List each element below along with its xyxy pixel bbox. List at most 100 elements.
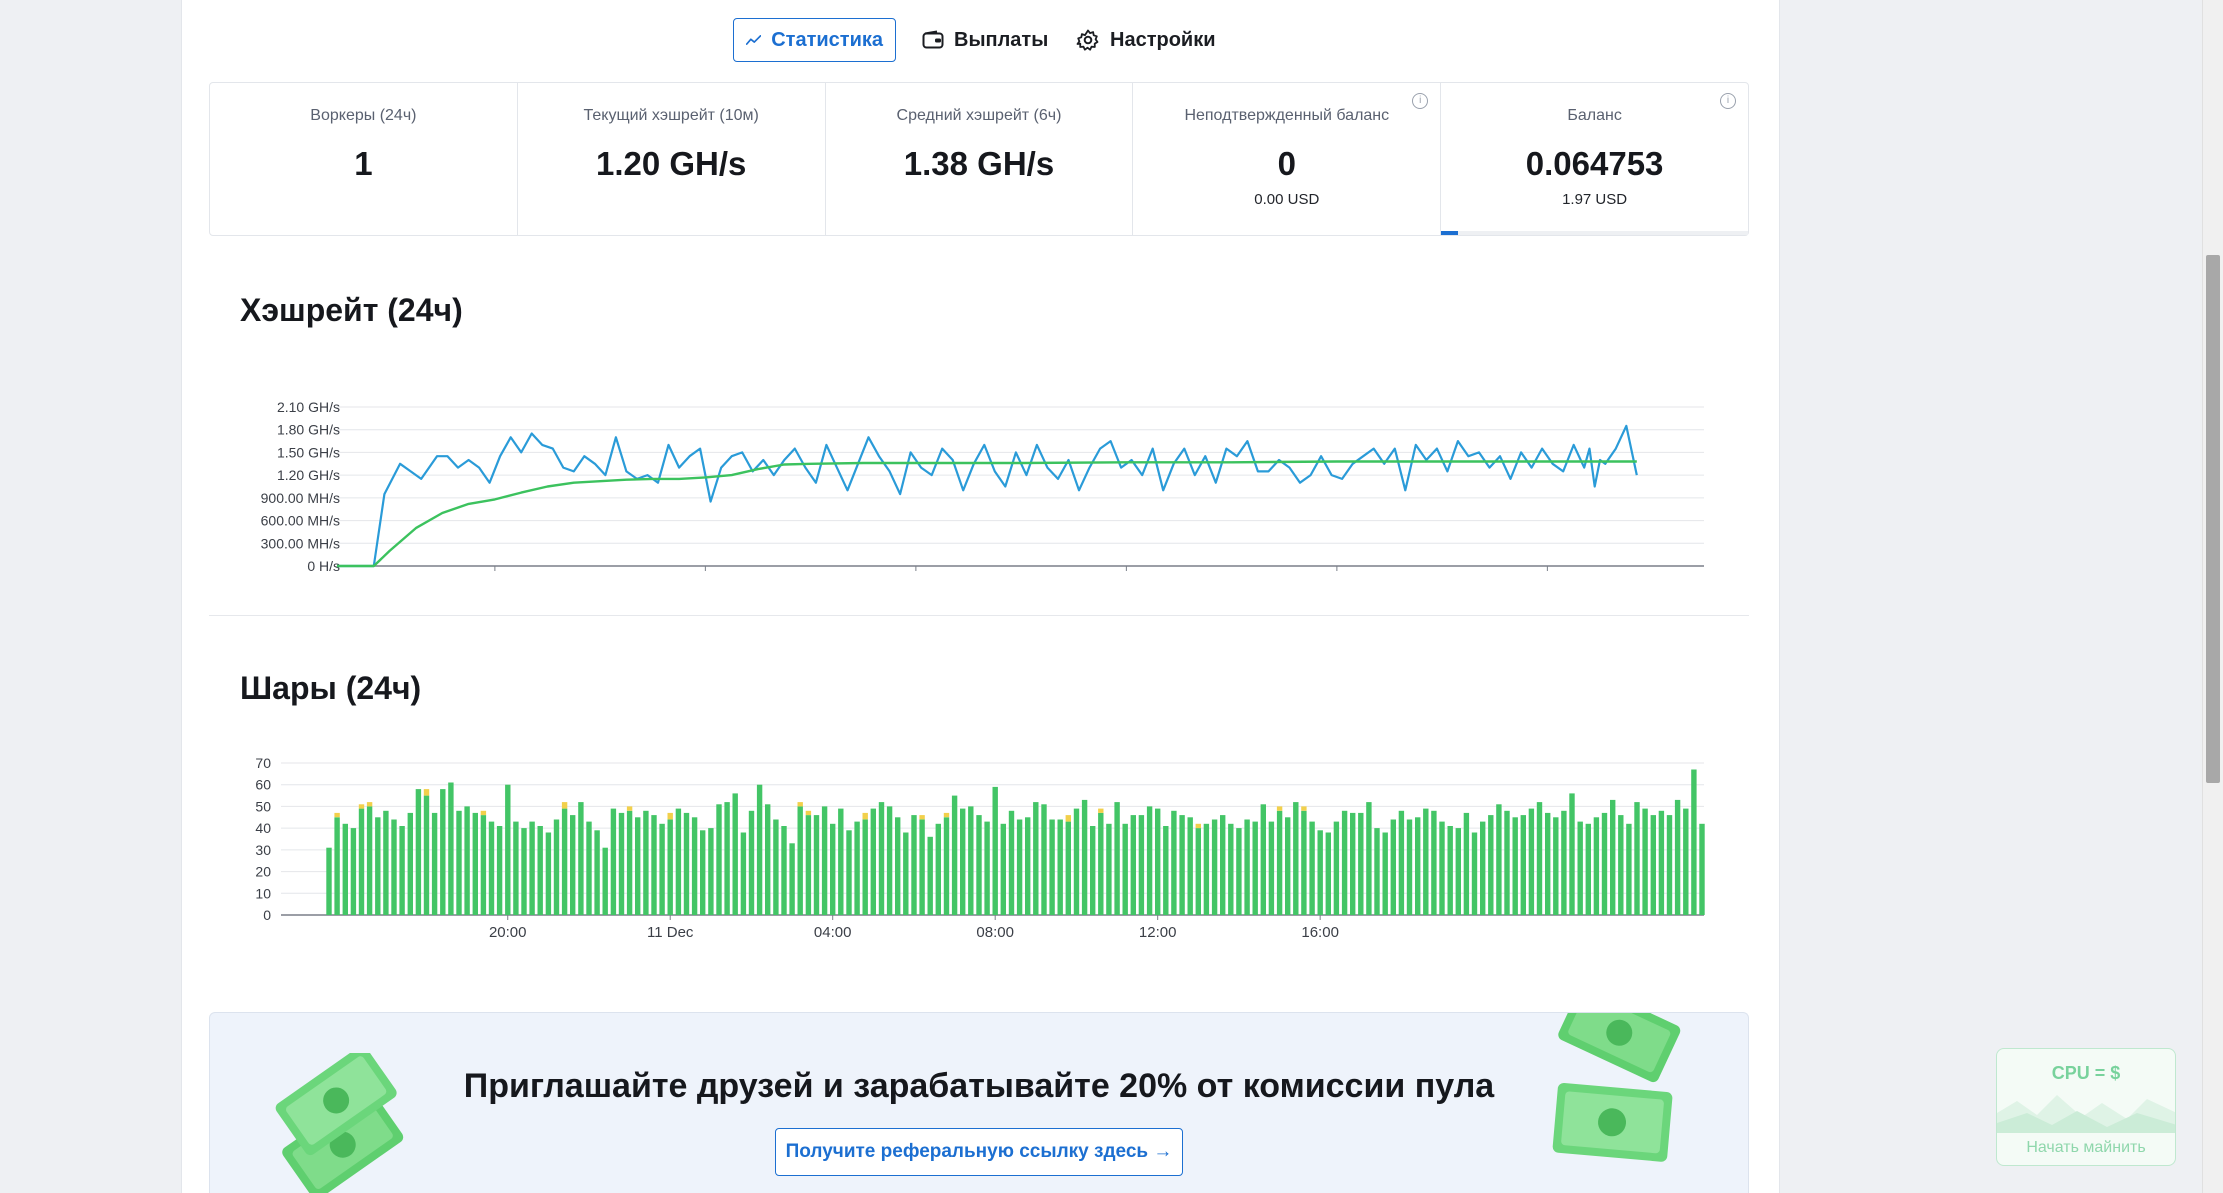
x-tick-label: 08:00 (1108, 577, 1146, 580)
stale-share-bar (797, 802, 803, 807)
x-tick-label: 12:00 (1139, 924, 1177, 941)
share-bar (1260, 804, 1266, 915)
share-bar (748, 810, 755, 915)
y-tick-label: 20 (255, 864, 271, 880)
share-bar (1439, 821, 1445, 915)
stale-share-bar (805, 810, 812, 816)
share-bar (976, 815, 982, 915)
share-bar (830, 823, 836, 915)
referral-title: Приглашайте друзей и зарабатывайте 20% о… (463, 1067, 1495, 1105)
share-bar (1545, 812, 1551, 915)
share-bar (1195, 828, 1201, 915)
share-bar (1122, 823, 1128, 915)
share-bar (1041, 804, 1047, 915)
info-icon[interactable]: i (1719, 93, 1736, 109)
share-bar (496, 826, 503, 915)
share-bar (1528, 808, 1535, 915)
scrollbar[interactable] (2202, 0, 2223, 1193)
shares-chart: 0 10 20 30 40 50 60 70 20:00 11 Dec 04:00 08:00 12:0… (255, 755, 1705, 941)
share-bar (651, 815, 657, 915)
share-bar (1634, 802, 1640, 915)
share-bar (1480, 821, 1486, 915)
tab-statistics[interactable]: Статистика (733, 18, 896, 62)
y-tick-label: 10 (255, 885, 271, 901)
money-icon (275, 1053, 404, 1193)
share-bar (1203, 823, 1210, 915)
start-mining-widget[interactable]: CPU = $ Начать майнить (1996, 1048, 2176, 1166)
y-tick-label: 0 H/s (307, 558, 340, 574)
share-bar (1155, 808, 1161, 915)
share-bar (610, 808, 617, 915)
x-tick-label: 04:00 (814, 924, 852, 941)
y-tick-label: 2.10 GH/s (277, 399, 340, 415)
y-tick-label: 0 (263, 907, 271, 923)
share-bar (407, 812, 413, 915)
share-bar (813, 815, 820, 915)
share-bar (691, 817, 698, 915)
share-bar (781, 826, 787, 915)
share-bar (1374, 828, 1380, 915)
share-bar (992, 786, 998, 915)
start-mining-link[interactable]: Начать майнить (2026, 1139, 2146, 1156)
share-bar (886, 806, 893, 915)
share-bar (1366, 802, 1372, 915)
share-bar (1350, 812, 1356, 915)
stale-share-bar (667, 812, 673, 820)
share-bar (423, 795, 430, 915)
share-bar (1488, 815, 1494, 915)
section-divider (209, 615, 1749, 616)
share-bar (1106, 823, 1112, 915)
share-bar (716, 804, 722, 915)
share-bar (1504, 810, 1510, 915)
share-bar (1090, 826, 1096, 915)
tab-label: Настройки (1110, 28, 1216, 51)
share-bar (935, 823, 941, 915)
share-bar (513, 821, 519, 915)
scrollbar-thumb[interactable] (2206, 255, 2220, 783)
stat-value: 0.064753 (1525, 145, 1664, 182)
share-bar (594, 830, 600, 915)
share-bar (756, 784, 763, 915)
share-bar (1317, 830, 1323, 915)
share-bar (960, 808, 966, 915)
share-bar (1244, 819, 1250, 915)
stat-unconfirmed-balance: i Неподтвержденный баланс 0 0.00 USD (1133, 83, 1442, 235)
share-bar (1228, 823, 1234, 915)
share-bar (1211, 819, 1218, 915)
share-bar (789, 843, 795, 915)
share-bar (1610, 799, 1616, 915)
tab-payouts[interactable]: Выплаты (922, 18, 1048, 62)
share-bar (1236, 828, 1242, 915)
tab-settings[interactable]: Настройки (1076, 18, 1216, 62)
share-bar (1057, 819, 1063, 915)
stale-share-bar (862, 812, 868, 820)
share-bar (846, 830, 852, 915)
share-bar (724, 802, 730, 915)
chart-line-icon (746, 35, 762, 45)
y-tick-label: 30 (255, 842, 271, 858)
stale-share-bar (334, 812, 340, 818)
stale-share-bar (1098, 808, 1104, 813)
referral-link-button[interactable]: Получите реферальную ссылку здесь → (775, 1128, 1183, 1176)
share-bar (854, 821, 860, 915)
share-bar (1146, 806, 1153, 915)
share-bar (1065, 821, 1071, 915)
share-bar (1520, 815, 1526, 915)
info-icon[interactable]: i (1412, 93, 1429, 109)
referral-banner: Приглашайте друзей и зарабатывайте 20% о… (209, 1012, 1749, 1193)
stat-value: 0 (1277, 145, 1296, 182)
x-tick-label: 11 Dec (647, 924, 694, 941)
y-tick-label: 900.00 MH/s (261, 490, 340, 506)
gear-icon (1076, 29, 1099, 51)
share-bar (626, 810, 633, 915)
share-bar (1179, 815, 1185, 915)
share-bar (862, 819, 868, 915)
wallet-icon (922, 30, 944, 49)
share-bar (1398, 810, 1405, 915)
share-bar (1073, 808, 1080, 915)
share-bar (765, 804, 771, 915)
share-bar (635, 817, 641, 915)
share-bar (602, 847, 608, 915)
share-bar (667, 819, 673, 915)
share-bar (675, 808, 682, 915)
